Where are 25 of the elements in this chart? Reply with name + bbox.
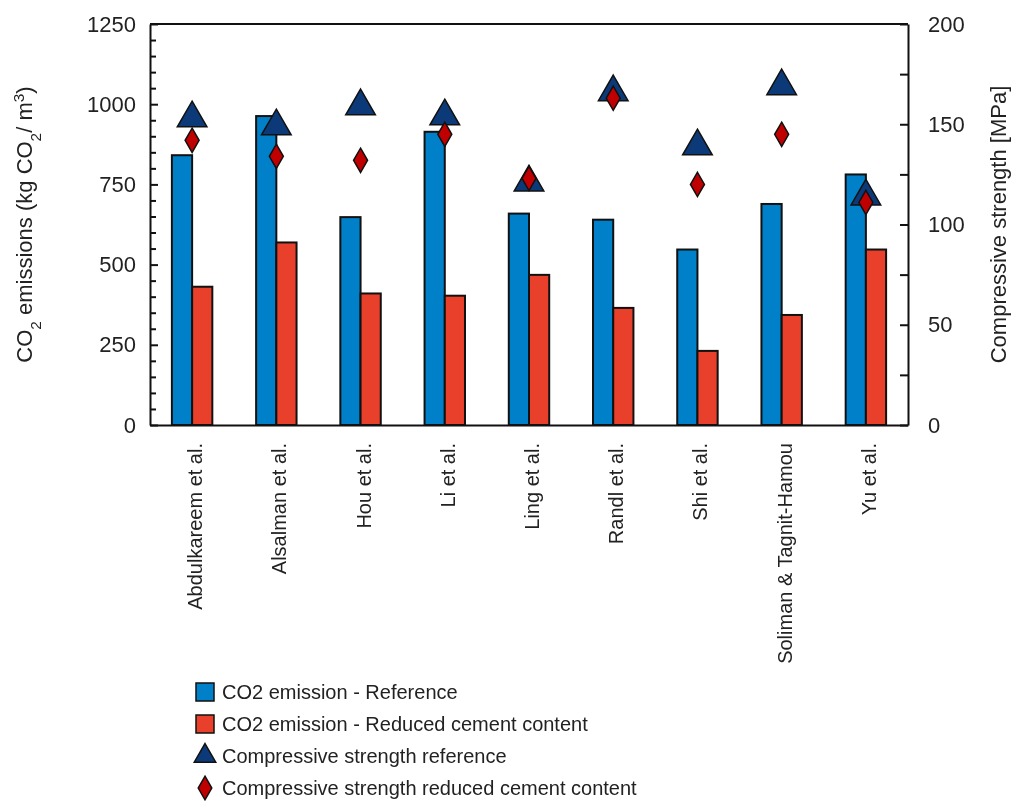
- y2-tick-label: 100: [928, 212, 965, 238]
- y-tick-label: 500: [99, 252, 136, 278]
- x-tick-label: Shi et al.: [689, 443, 712, 521]
- y2-tick-label: 50: [928, 312, 953, 338]
- x-tick-label: Abdulkareem et al.: [184, 443, 207, 610]
- y2-tick-label: 200: [928, 11, 965, 37]
- x-tick-label: Ling et al.: [521, 443, 543, 530]
- x-tick-label: Randl et al.: [605, 443, 628, 545]
- y2-axis-title: Compressive strength [MPa]: [986, 85, 1011, 364]
- y-tick-label: 0: [123, 412, 136, 438]
- y-tick-label: 1250: [87, 11, 136, 37]
- legend-label: CO2 emission - Reduced cement content: [222, 713, 589, 735]
- y-tick-label: 750: [99, 171, 136, 197]
- y-tick-label: 250: [99, 332, 136, 358]
- y2-tick-label: 0: [928, 412, 941, 438]
- x-tick-label: Yu et al.: [857, 443, 880, 516]
- x-tick-label: Li et al.: [436, 443, 459, 508]
- y-tick-label: 1000: [87, 91, 136, 117]
- legend-label: CO2 emission - Reference: [222, 681, 458, 703]
- y2-tick-label: 150: [928, 111, 965, 137]
- x-tick-label: Hou et al.: [352, 443, 375, 529]
- x-tick-label: Alsalman et al.: [268, 443, 291, 575]
- legend-label: Compressive strength reference: [222, 745, 507, 767]
- x-tick-label: Soliman & Tagnit-Hamou: [773, 443, 796, 664]
- legend-label: Compressive strength reduced cement content: [222, 777, 638, 799]
